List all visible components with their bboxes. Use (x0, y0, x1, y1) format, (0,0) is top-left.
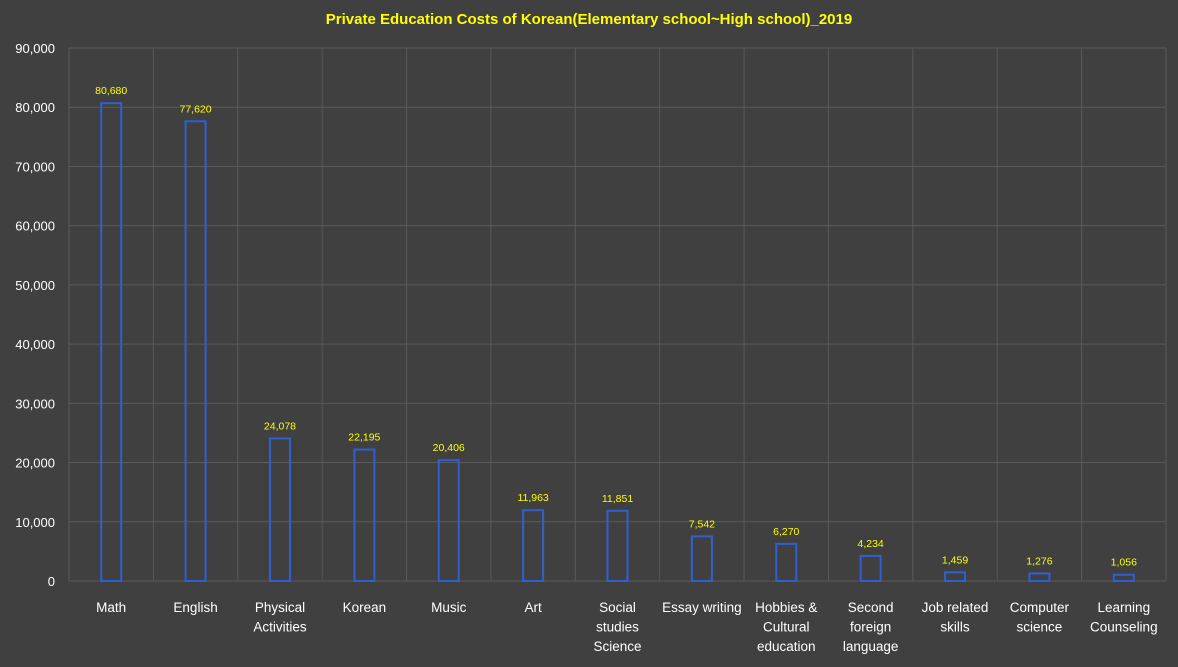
data-labels: 80,680 77,620 24,078 22,195 20,406 11,963 11,8… (95, 85, 1137, 569)
y-tick-label: 80,000 (15, 100, 55, 115)
x-tick-label: Computer science (1010, 600, 1070, 635)
y-tick-label: 40,000 (15, 337, 55, 352)
bar (353, 448, 376, 582)
bar (775, 542, 798, 583)
data-label: 4,234 (858, 538, 884, 550)
data-label: 1,056 (1111, 557, 1137, 569)
data-label: 24,078 (264, 420, 296, 432)
data-label: 77,620 (180, 103, 212, 115)
data-label: 80,680 (95, 85, 127, 97)
data-label: 1,459 (942, 554, 968, 566)
bar (437, 459, 460, 582)
x-tick-label: Social studies Science (593, 600, 641, 654)
x-tick-label: Job related skills (922, 600, 989, 635)
x-tick-label: Essay writing (662, 600, 742, 615)
y-tick-label: 30,000 (15, 396, 55, 411)
x-tick-label: Second foreign language (843, 600, 899, 654)
x-tick-label: Hobbies & Cultural education (755, 600, 817, 654)
x-tick-label: English (173, 600, 217, 615)
bar (1112, 573, 1135, 583)
y-tick-label: 50,000 (15, 278, 55, 293)
data-label: 1,276 (1026, 555, 1052, 567)
bar (522, 509, 545, 583)
chart-title: Private Education Costs of Korean(Elemen… (326, 11, 852, 28)
bar (944, 571, 967, 583)
bar (100, 102, 123, 583)
x-tick-label: Math (96, 600, 126, 615)
bar (1028, 572, 1051, 582)
y-tick-label: 60,000 (15, 219, 55, 234)
bar (859, 554, 882, 582)
bar (690, 535, 713, 582)
data-label: 7,542 (689, 518, 715, 530)
data-label: 11,851 (602, 493, 633, 505)
x-tick-label: Music (431, 600, 467, 615)
data-label: 11,963 (517, 492, 548, 504)
bar (268, 437, 291, 582)
data-label: 22,195 (348, 432, 380, 444)
bars (100, 102, 1135, 583)
bar (184, 120, 207, 582)
y-tick-label: 70,000 (15, 159, 55, 174)
y-axis-ticks: 0 10,000 20,000 30,000 40,000 50,000 60,000 70,… (15, 41, 55, 589)
grid-lines (68, 47, 1167, 582)
data-label: 6,270 (773, 526, 799, 538)
data-label: 20,406 (433, 442, 465, 454)
y-tick-label: 20,000 (15, 456, 55, 471)
bar (606, 509, 629, 582)
x-tick-label: Art (524, 600, 542, 615)
x-axis-ticks: Math English Physical Activities Korean Music… (96, 600, 1157, 654)
x-tick-label: Learning Counseling (1090, 600, 1158, 635)
x-tick-label: Korean (343, 600, 387, 615)
y-tick-label: 90,000 (15, 41, 55, 56)
x-tick-label: Physical Activities (253, 600, 307, 635)
y-tick-label: 0 (48, 574, 55, 589)
y-tick-label: 10,000 (15, 515, 55, 530)
